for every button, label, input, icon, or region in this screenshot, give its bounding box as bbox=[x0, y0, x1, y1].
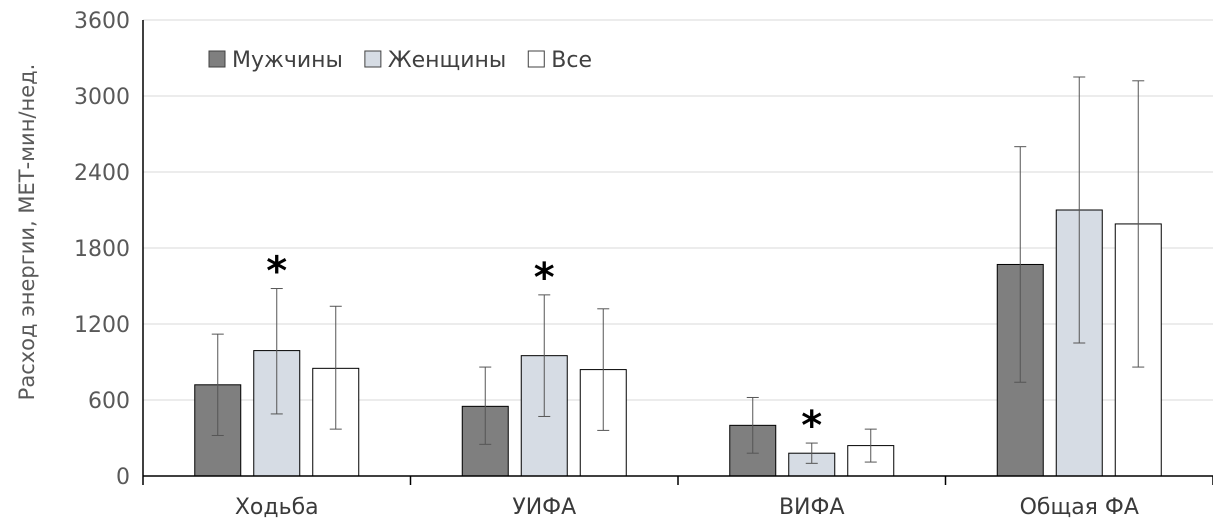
significance-star: * bbox=[534, 255, 555, 301]
y-tick-label: 3000 bbox=[74, 85, 130, 110]
x-category-label: Ходьба bbox=[235, 495, 319, 520]
significance-star: * bbox=[266, 249, 287, 295]
y-tick-label: 2400 bbox=[74, 161, 130, 186]
x-category-label: Общая ФА bbox=[1020, 495, 1139, 520]
error-bars bbox=[211, 76, 1145, 464]
x-category-label: ВИФА bbox=[779, 495, 845, 520]
x-category-label: УИФА bbox=[512, 495, 576, 520]
legend: Мужчины Женщины Все bbox=[208, 48, 592, 73]
legend-label: Мужчины bbox=[232, 48, 343, 73]
x-category-labels: Ходьба УИФА ВИФА Общая ФА bbox=[235, 495, 1139, 520]
y-tick-label: 1800 bbox=[74, 237, 130, 262]
legend-label: Женщины bbox=[388, 48, 506, 73]
legend-swatch bbox=[527, 50, 545, 68]
y-tick-label: 0 bbox=[116, 465, 130, 490]
bars bbox=[194, 209, 1162, 477]
axes bbox=[142, 20, 1213, 485]
y-tick-label: 3600 bbox=[74, 9, 130, 34]
y-tick-labels: 0 600 1200 1800 2400 3000 3600 bbox=[74, 9, 130, 490]
legend-swatch bbox=[208, 50, 226, 68]
legend-label: Все bbox=[551, 48, 592, 73]
gridlines bbox=[143, 19, 1213, 401]
y-tick-label: 600 bbox=[88, 389, 130, 414]
significance-star: * bbox=[801, 403, 822, 449]
legend-swatch bbox=[364, 50, 382, 68]
y-axis-title: Расход энергии, МЕТ-мин/нед. bbox=[15, 64, 39, 401]
significance-markers: * * * bbox=[266, 249, 822, 450]
y-tick-label: 1200 bbox=[74, 313, 130, 338]
